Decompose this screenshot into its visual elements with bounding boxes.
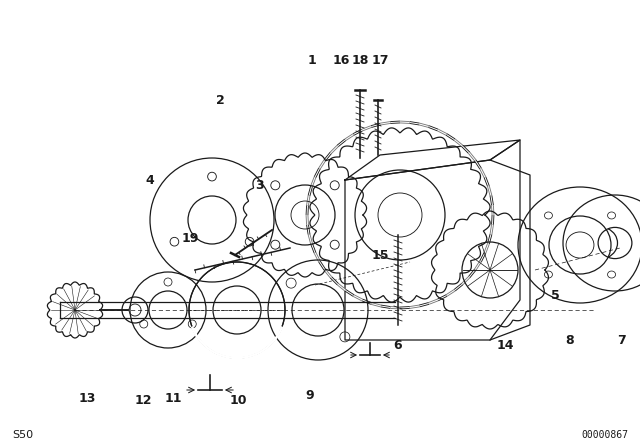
Text: 3: 3 (256, 178, 264, 191)
Text: 6: 6 (394, 339, 403, 352)
Text: 5: 5 (550, 289, 559, 302)
Text: 00000867: 00000867 (581, 430, 628, 440)
Text: 11: 11 (164, 392, 182, 405)
Text: 1: 1 (308, 53, 316, 66)
Text: 2: 2 (216, 94, 225, 107)
Text: S50: S50 (12, 430, 33, 440)
Text: 12: 12 (134, 393, 152, 406)
Text: 4: 4 (146, 173, 154, 186)
Text: 18: 18 (351, 53, 369, 66)
Text: 16: 16 (332, 53, 349, 66)
Text: 10: 10 (229, 393, 247, 406)
Text: 14: 14 (496, 339, 514, 352)
Text: 9: 9 (306, 388, 314, 401)
Text: 7: 7 (618, 333, 627, 346)
Text: 8: 8 (566, 333, 574, 346)
Text: 19: 19 (181, 232, 198, 245)
Text: 13: 13 (78, 392, 96, 405)
Text: 17: 17 (371, 53, 388, 66)
Text: 15: 15 (371, 249, 388, 262)
